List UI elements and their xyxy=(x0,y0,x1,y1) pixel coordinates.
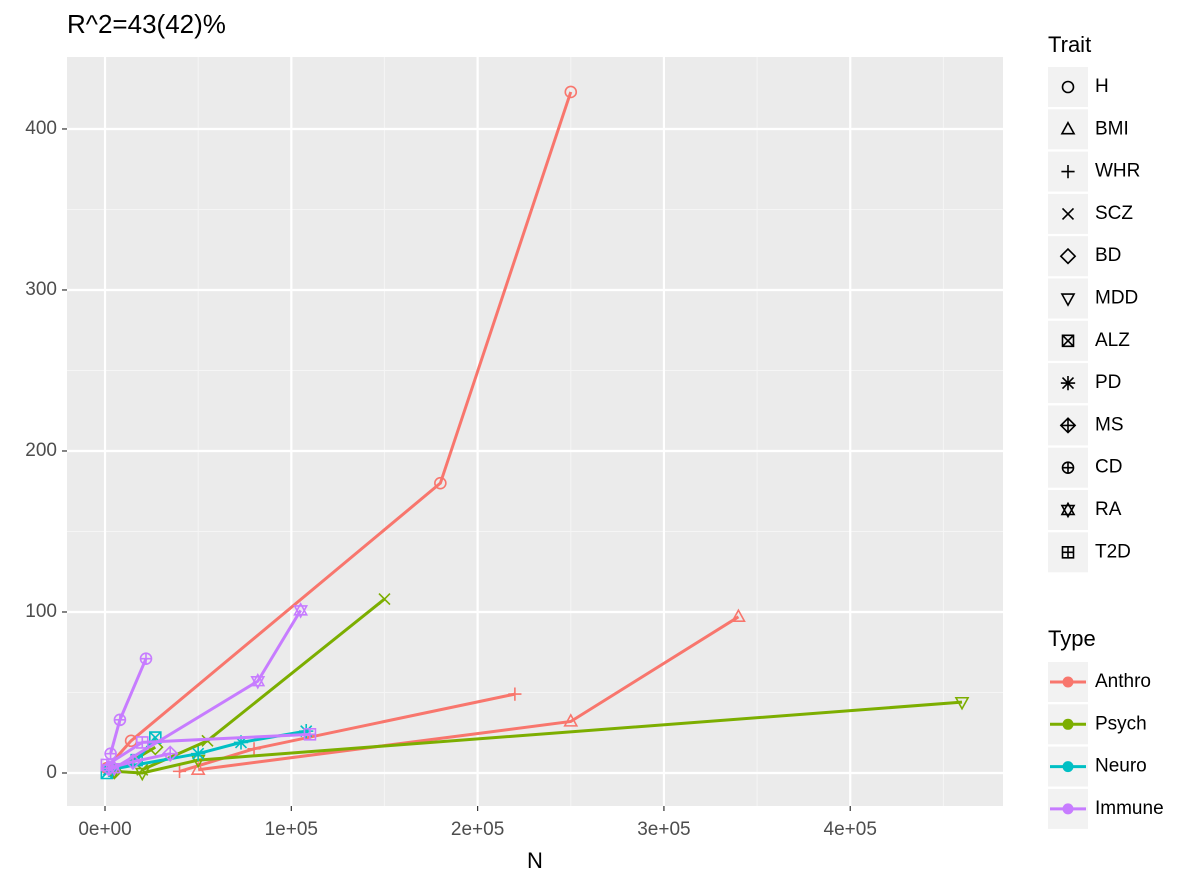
legend-label: RA xyxy=(1095,499,1122,520)
y-tick-label: 0 xyxy=(46,762,57,783)
series-line xyxy=(113,609,302,770)
legend-label: WHR xyxy=(1095,161,1140,182)
legend-label: ALZ xyxy=(1095,330,1130,351)
point xyxy=(201,734,214,747)
legend-label: Psych xyxy=(1095,713,1147,734)
point xyxy=(508,687,522,701)
point xyxy=(134,767,150,782)
point xyxy=(378,593,391,606)
series-line xyxy=(197,615,740,772)
legend-label: BD xyxy=(1095,245,1121,266)
point xyxy=(250,672,266,690)
legend-symbol xyxy=(1060,293,1076,307)
point xyxy=(954,696,970,711)
series-line xyxy=(105,91,573,770)
x-axis-label: N xyxy=(527,848,543,873)
point xyxy=(233,735,249,750)
legend-label: PD xyxy=(1095,372,1121,393)
x-tick-label: 4e+05 xyxy=(824,819,877,840)
legend-label: SCZ xyxy=(1095,203,1133,224)
point xyxy=(303,728,317,741)
legend-label: MDD xyxy=(1095,288,1138,309)
y-tick-label: 400 xyxy=(25,118,57,139)
legend-label: Neuro xyxy=(1095,756,1147,777)
legend-key xyxy=(1048,109,1088,150)
legend-dot xyxy=(1062,718,1074,730)
point xyxy=(172,764,187,778)
point xyxy=(299,723,314,739)
point xyxy=(135,736,149,749)
legend-label: T2D xyxy=(1095,541,1131,562)
point xyxy=(106,759,122,777)
x-tick-label: 3e+05 xyxy=(637,819,690,840)
legend-label: CD xyxy=(1095,457,1122,478)
point xyxy=(563,713,579,727)
point xyxy=(731,608,746,623)
point xyxy=(564,85,578,99)
legend-symbol xyxy=(1061,546,1075,559)
legend-symbol xyxy=(1060,121,1076,135)
legend-key xyxy=(1048,278,1088,319)
legend-dot xyxy=(1062,803,1074,815)
point xyxy=(104,747,117,760)
legend-symbol xyxy=(1061,165,1075,179)
y-tick-label: 300 xyxy=(25,279,57,300)
point xyxy=(190,761,206,775)
legend-key xyxy=(1048,67,1088,107)
point xyxy=(293,602,309,619)
legend-symbol xyxy=(1059,247,1077,265)
point xyxy=(113,713,127,727)
x-tick-label: 1e+05 xyxy=(265,819,318,840)
point xyxy=(161,745,179,762)
legend-label: Immune xyxy=(1095,798,1164,819)
point xyxy=(191,746,206,761)
legend-symbol xyxy=(1061,461,1075,474)
legend-label: MS xyxy=(1095,414,1124,435)
legend-label: Anthro xyxy=(1095,671,1151,692)
legend-title: Trait xyxy=(1048,32,1091,57)
y-tick-label: 200 xyxy=(25,440,57,461)
y-tick-label: 100 xyxy=(25,601,57,622)
legend-symbol xyxy=(1061,334,1075,348)
legend-symbol xyxy=(1060,375,1076,391)
chart-title: R^2=43(42)% xyxy=(67,9,226,39)
legend-title: Type xyxy=(1048,626,1096,651)
series-line xyxy=(114,700,963,775)
legend-key xyxy=(1048,236,1088,277)
legend-symbol xyxy=(1059,417,1077,434)
point xyxy=(247,742,261,756)
legend-label: H xyxy=(1095,76,1109,97)
x-tick-label: 2e+05 xyxy=(451,819,504,840)
legend-dot xyxy=(1062,676,1074,688)
legend-symbol xyxy=(1061,207,1075,220)
legend-key xyxy=(1048,490,1088,530)
point xyxy=(100,758,114,772)
x-tick-label: 0e+00 xyxy=(78,819,131,840)
legend-dot xyxy=(1062,761,1074,773)
panel xyxy=(67,57,1003,806)
point xyxy=(139,652,153,665)
legend-symbol xyxy=(1061,80,1075,94)
legend-label: BMI xyxy=(1095,118,1129,139)
legend-symbol xyxy=(1060,501,1076,519)
point xyxy=(434,476,447,490)
